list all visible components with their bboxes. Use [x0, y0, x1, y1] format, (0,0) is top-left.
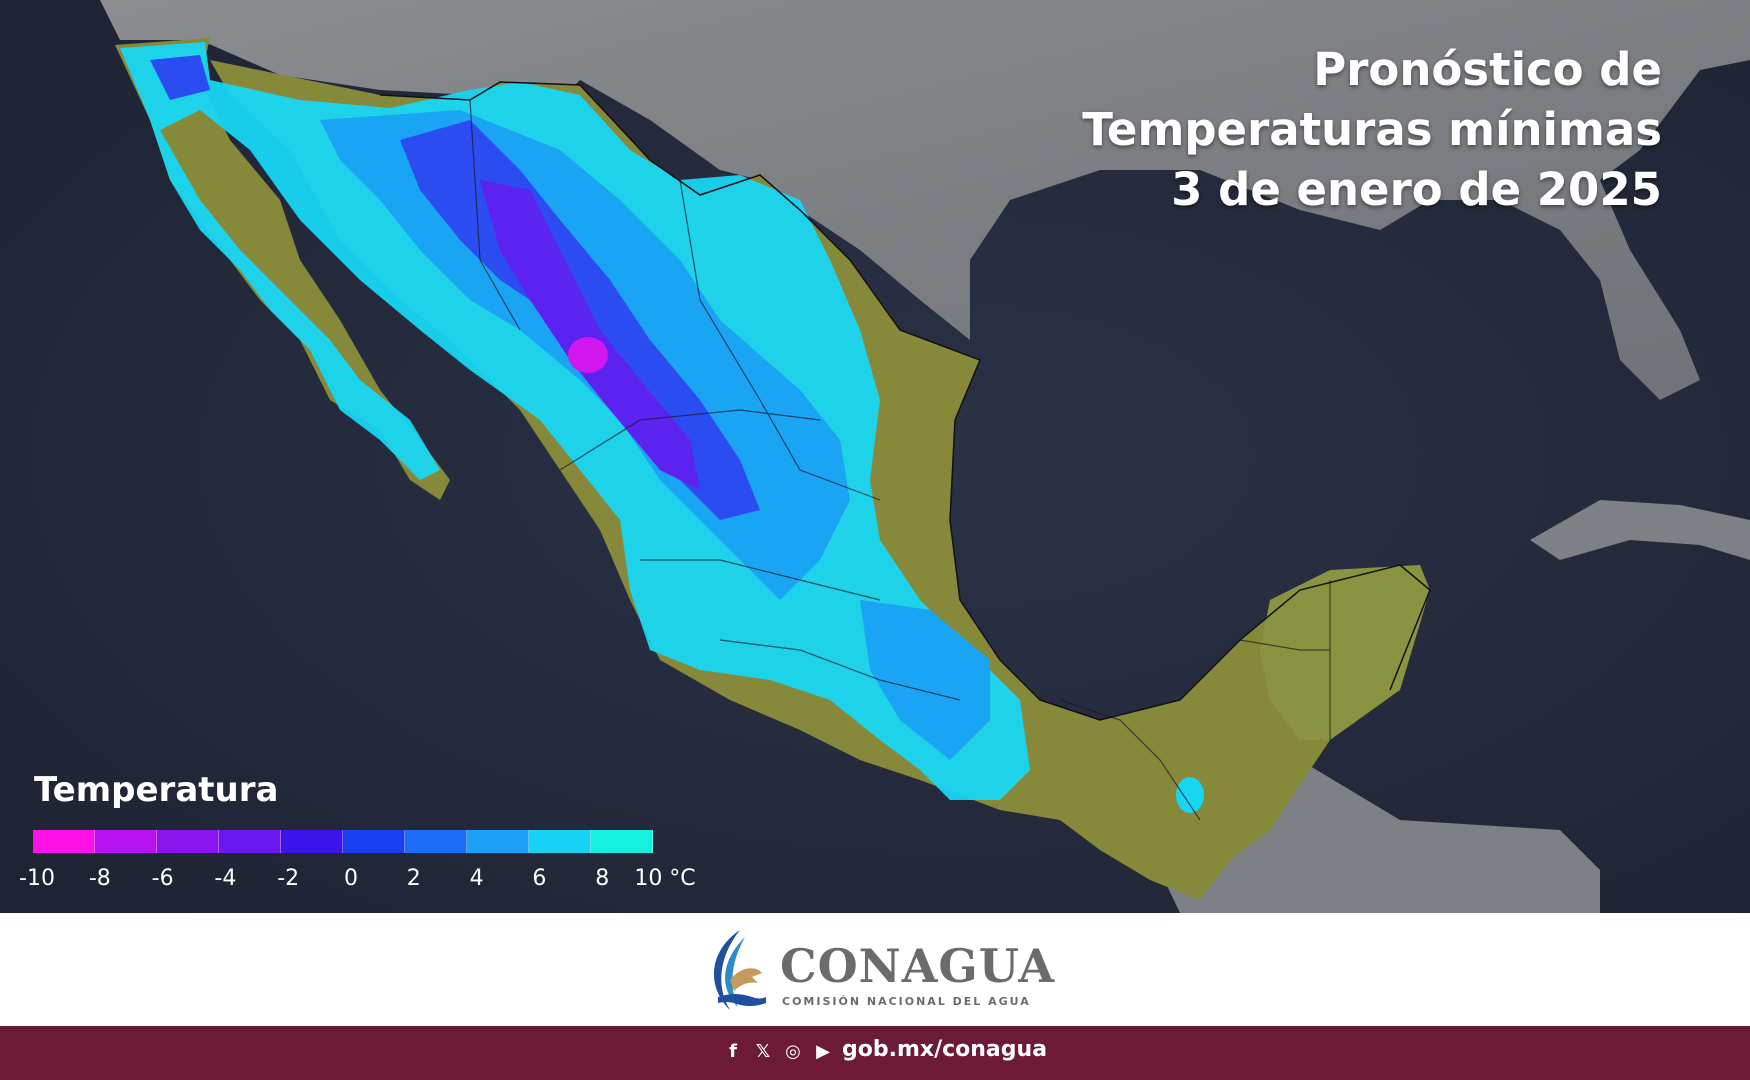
logo-name: CONAGUA: [780, 939, 1056, 993]
scale-swatch: [157, 830, 219, 853]
cold-zone-baja-north: [150, 55, 210, 100]
cuba-land: [1530, 500, 1750, 560]
cold-zone-minus3c: [480, 180, 700, 490]
scale-swatch: [95, 830, 157, 853]
scale-swatch: [219, 830, 281, 853]
map-title: Pronóstico de Temperaturas mínimas 3 de …: [1082, 40, 1662, 220]
logo-band: CONAGUA COMISIÓN NACIONAL DEL AGUA: [0, 913, 1750, 1026]
conagua-emblem-icon: [713, 930, 766, 1010]
scale-swatch: [467, 830, 529, 853]
yucatan-land: [1260, 565, 1430, 740]
forecast-map: Pronóstico de Temperaturas mínimas 3 de …: [0, 0, 1750, 913]
instagram-icon[interactable]: ◎: [785, 1040, 801, 1062]
scale-tick-label: 0: [344, 866, 358, 891]
scale-tick-label: -8: [88, 866, 111, 891]
title-line-3: 3 de enero de 2025: [1171, 163, 1662, 216]
mexico-coast: [379, 81, 1431, 721]
scale-swatch: [591, 830, 653, 853]
title-line-1: Pronóstico de: [1313, 43, 1662, 96]
x-icon[interactable]: 𝕏: [755, 1040, 771, 1062]
scale-swatch: [343, 830, 405, 853]
social-links: f 𝕏 ◎ ▶: [722, 1040, 834, 1062]
color-scale: [33, 830, 653, 853]
cold-zone-8c: [120, 42, 1030, 800]
legend: Temperatura: [30, 770, 278, 810]
scale-tick-label: 8: [595, 866, 610, 891]
state-borders: [469, 99, 1331, 821]
logo-subtitle: COMISIÓN NACIONAL DEL AGUA: [782, 995, 1031, 1008]
coldest-spot: [568, 337, 608, 373]
usa-land: [100, 0, 1750, 400]
cold-spot-chiapas: [1176, 777, 1204, 813]
scale-tick-label: 2: [406, 866, 421, 891]
scale-swatch: [405, 830, 467, 853]
scale-tick-label: 4: [469, 866, 484, 891]
scale-tick-label: -10: [19, 866, 55, 891]
scale-tick-label: -6: [151, 866, 174, 891]
website-link[interactable]: gob.mx/conagua: [842, 1037, 1048, 1062]
scale-tick-label: 10 °C: [634, 866, 696, 891]
scale-tick-label: -4: [214, 866, 237, 891]
scale-swatch: [529, 830, 591, 853]
scale-tick-label: 6: [532, 866, 547, 891]
footer-bar: f 𝕏 ◎ ▶ gob.mx/conagua: [0, 1026, 1750, 1080]
cold-zone-5c-south: [860, 600, 990, 760]
scale-ticks: -10 -8 -6 -4 -2 0 2 4 6 8 10 °C: [0, 866, 760, 896]
legend-title: Temperatura: [34, 770, 279, 810]
scale-swatch: [33, 830, 95, 853]
scale-swatch: [281, 830, 343, 853]
baja-california-land: [115, 38, 450, 500]
scale-tick-label: -2: [277, 866, 300, 891]
youtube-icon[interactable]: ▶: [816, 1040, 830, 1062]
map-graphic: [0, 0, 1750, 913]
facebook-icon[interactable]: f: [729, 1040, 737, 1062]
conagua-logo: CONAGUA COMISIÓN NACIONAL DEL AGUA: [700, 925, 1060, 1015]
title-line-2: Temperaturas mínimas: [1082, 103, 1662, 156]
